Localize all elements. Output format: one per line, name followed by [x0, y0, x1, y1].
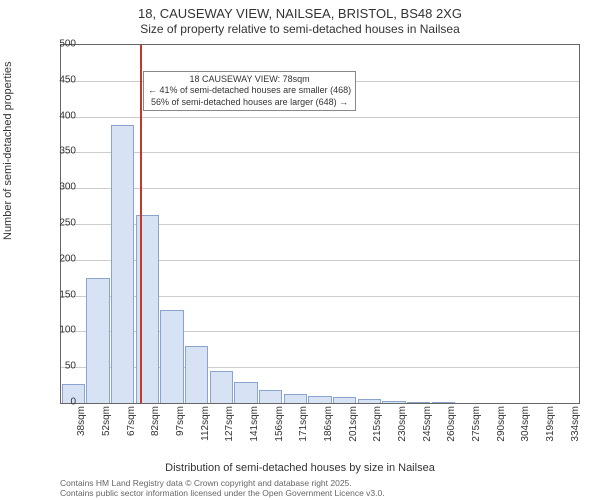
x-tick-label: 52sqm: [101, 406, 112, 436]
y-tick-label: 150: [59, 289, 76, 300]
x-tick-label: 245sqm: [422, 406, 433, 442]
x-tick-label: 304sqm: [520, 406, 531, 442]
x-tick-label: 290sqm: [496, 406, 507, 442]
callout-line2: ← 41% of semi-detached houses are smalle…: [148, 85, 351, 96]
y-tick-label: 350: [59, 146, 76, 157]
x-tick-label: 319sqm: [545, 406, 556, 442]
x-tick-label: 38sqm: [76, 406, 87, 436]
histogram-bar: [308, 396, 332, 403]
x-tick-label: 215sqm: [372, 406, 383, 442]
y-tick-label: 400: [59, 110, 76, 121]
x-tick-label: 82sqm: [150, 406, 161, 436]
histogram-bar: [284, 394, 308, 403]
histogram-bar: [234, 382, 258, 403]
y-tick-label: 100: [59, 325, 76, 336]
histogram-bar: [432, 402, 456, 403]
callout-line3: 56% of semi-detached houses are larger (…: [148, 97, 351, 108]
histogram-bar: [111, 125, 135, 403]
y-tick-label: 450: [59, 74, 76, 85]
histogram-bar: [358, 399, 382, 403]
histogram-bar: [333, 397, 357, 403]
x-tick-label: 171sqm: [298, 406, 309, 442]
x-tick-label: 186sqm: [323, 406, 334, 442]
x-tick-label: 334sqm: [570, 406, 581, 442]
histogram-bar: [382, 401, 406, 403]
chart-container: 18, CAUSEWAY VIEW, NAILSEA, BRISTOL, BS4…: [0, 0, 600, 500]
callout-line1: 18 CAUSEWAY VIEW: 78sqm: [148, 74, 351, 85]
histogram-bar: [407, 402, 431, 403]
y-tick-label: 50: [65, 361, 76, 372]
y-tick-label: 200: [59, 253, 76, 264]
y-tick-label: 250: [59, 218, 76, 229]
y-tick-label: 500: [59, 39, 76, 50]
histogram-bar: [210, 371, 234, 403]
x-tick-label: 156sqm: [274, 406, 285, 442]
x-tick-label: 260sqm: [446, 406, 457, 442]
x-tick-label: 275sqm: [471, 406, 482, 442]
histogram-bar: [86, 278, 110, 403]
x-tick-label: 112sqm: [200, 406, 211, 441]
callout-box: 18 CAUSEWAY VIEW: 78sqm← 41% of semi-det…: [143, 71, 356, 111]
x-tick-label: 230sqm: [397, 406, 408, 442]
histogram-bar: [160, 310, 184, 403]
x-tick-label: 141sqm: [249, 406, 260, 442]
x-axis-label: Distribution of semi-detached houses by …: [0, 462, 600, 474]
y-axis-label: Number of semi-detached properties: [2, 61, 14, 240]
chart-title-line1: 18, CAUSEWAY VIEW, NAILSEA, BRISTOL, BS4…: [0, 6, 600, 21]
property-marker-line: [140, 45, 142, 403]
footer-line1: Contains HM Land Registry data © Crown c…: [60, 478, 352, 488]
y-tick-label: 300: [59, 182, 76, 193]
histogram-bar: [185, 346, 209, 403]
x-tick-label: 201sqm: [348, 406, 359, 442]
x-tick-label: 97sqm: [175, 406, 186, 436]
x-tick-label: 67sqm: [126, 406, 137, 436]
x-tick-label: 127sqm: [224, 406, 235, 442]
chart-title-line2: Size of property relative to semi-detach…: [0, 22, 600, 36]
histogram-bar: [259, 390, 283, 403]
plot-area: 18 CAUSEWAY VIEW: 78sqm← 41% of semi-det…: [60, 44, 580, 404]
footer-line2: Contains public sector information licen…: [60, 488, 385, 498]
